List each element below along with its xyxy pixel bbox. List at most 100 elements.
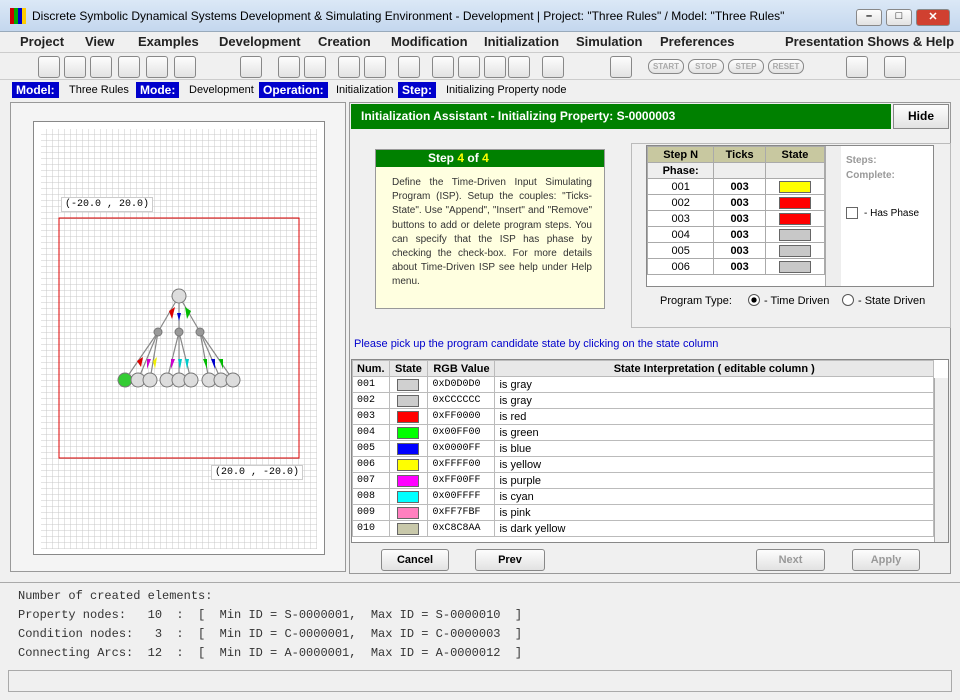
state-row[interactable]: 007 0xFF00FF is purple (352, 472, 934, 489)
grid-canvas (41, 129, 317, 549)
dialog-button[interactable]: Prev (475, 549, 545, 571)
scrollbar (934, 378, 948, 542)
state-row[interactable]: 009 0xFF7FBF is pink (352, 504, 934, 521)
tool-button[interactable] (174, 56, 196, 78)
radio-time[interactable] (748, 294, 760, 306)
dialog-button[interactable]: Cancel (381, 549, 449, 571)
program-row[interactable]: 004 003 (647, 226, 826, 243)
radio-state[interactable] (842, 294, 854, 306)
menu-item[interactable]: Development (219, 34, 301, 49)
state-row[interactable]: 002 0xCCCCCC is gray (352, 392, 934, 409)
menu-item[interactable]: Project (20, 34, 65, 49)
tool-button[interactable] (458, 56, 480, 78)
tool-button[interactable] (90, 56, 112, 78)
state-row[interactable]: 008 0x00FFFF is cyan (352, 488, 934, 505)
num-cell: 007 (352, 472, 390, 489)
menu-item[interactable]: Creation (318, 34, 371, 49)
interpretation-cell: is yellow (494, 456, 934, 473)
tool-button[interactable] (338, 56, 360, 78)
dialog-button[interactable]: Apply (852, 549, 920, 571)
status-value: Three Rules (69, 84, 129, 96)
menu-item[interactable]: View (85, 34, 115, 49)
tool-button[interactable] (304, 56, 326, 78)
state-table-frame: Num. State RGB Value State Interpretation (… (351, 359, 949, 543)
tool-button[interactable] (484, 56, 506, 78)
step-total: 4 (482, 151, 489, 165)
hide-button[interactable]: Hide (893, 104, 949, 129)
column-header: RGB Value (427, 360, 496, 377)
column-header: State (764, 146, 826, 163)
state-row[interactable]: 006 0xFFFF00 is yellow (352, 456, 934, 473)
tool-button[interactable] (240, 56, 262, 78)
program-row[interactable]: 001 003 (647, 178, 826, 195)
swatch-cell (388, 472, 429, 489)
tool-button[interactable] (846, 56, 868, 78)
step-box: Step 4 of 4 Define the Time-Driven Input… (375, 149, 605, 309)
swatch-cell (388, 488, 429, 505)
has-phase-checkbox[interactable] (846, 207, 858, 219)
step-of: of (467, 151, 479, 165)
tool-button[interactable] (610, 56, 632, 78)
menu-item[interactable]: Modification (391, 34, 468, 49)
menu-item[interactable]: Initialization (484, 34, 560, 49)
maximize-button[interactable]: □ (886, 9, 912, 26)
program-row[interactable]: 006 003 (647, 258, 826, 275)
program-row[interactable]: 002 003 (647, 194, 826, 211)
state-swatch (397, 506, 420, 519)
bottom-status (8, 670, 952, 692)
title-bar: Discrete Symbolic Dynamical Systems Deve… (0, 0, 960, 32)
state-swatch (778, 180, 811, 193)
state-row[interactable]: 004 0x00FF00 is green (352, 424, 934, 441)
num-cell: 003 (352, 408, 390, 425)
program-row[interactable]: 005 003 (647, 242, 826, 259)
header-row: Num. State RGB Value State Interpretation (… (352, 360, 934, 377)
state-swatch (778, 244, 811, 257)
menu-item[interactable]: Preferences (660, 34, 735, 49)
state-cell (764, 242, 826, 259)
state-row[interactable]: 003 0xFF0000 is red (352, 408, 934, 425)
program-type-label: Program Type: (660, 295, 732, 307)
tool-button[interactable] (146, 56, 168, 78)
menu-item[interactable]: Simulation (576, 34, 643, 49)
sim-button[interactable]: RESET (768, 59, 804, 74)
interpretation-cell: is dark yellow (494, 520, 934, 537)
column-header: Ticks (713, 146, 766, 163)
status-label: Mode: (136, 82, 180, 98)
interpretation-cell: is pink (494, 504, 934, 521)
minimize-button[interactable]: – (856, 9, 882, 26)
sim-button[interactable]: STOP (688, 59, 724, 74)
close-button[interactable]: ✕ (916, 9, 950, 26)
tool-button[interactable] (884, 56, 906, 78)
sim-button[interactable]: START (648, 59, 684, 74)
tool-button[interactable] (432, 56, 454, 78)
state-row[interactable]: 010 0xC8C8AA is dark yellow (352, 520, 934, 537)
state-swatch (397, 378, 420, 391)
dialog-button[interactable]: Next (756, 549, 825, 571)
menu-item[interactable]: Examples (138, 34, 199, 49)
num-cell: 001 (352, 376, 390, 393)
status-label: Step: (398, 82, 436, 98)
assistant-title: Initialization Assistant - Initializing … (351, 104, 891, 129)
interpretation-cell: is red (494, 408, 934, 425)
sim-button[interactable]: STEP (728, 59, 764, 74)
tool-button[interactable] (398, 56, 420, 78)
tool-button[interactable] (278, 56, 300, 78)
tool-button[interactable] (38, 56, 60, 78)
state-cell (764, 194, 826, 211)
state-row[interactable]: 005 0x0000FF is blue (352, 440, 934, 457)
step-cell: 005 (647, 242, 715, 259)
swatch-cell (388, 392, 429, 409)
program-row[interactable]: 003 003 (647, 210, 826, 227)
step-cell: 004 (647, 226, 715, 243)
num-cell: 010 (352, 520, 390, 537)
tool-button[interactable] (542, 56, 564, 78)
phase-cell (764, 162, 826, 179)
tool-button[interactable] (508, 56, 530, 78)
tool-button[interactable] (118, 56, 140, 78)
menu-item[interactable]: Presentation Shows & Help (785, 34, 955, 49)
state-table: Num. State RGB Value State Interpretation (… (352, 360, 934, 537)
tool-button[interactable] (64, 56, 86, 78)
tool-button[interactable] (364, 56, 386, 78)
column-header: State (388, 360, 429, 377)
state-row[interactable]: 001 0xD0D0D0 is gray (352, 376, 934, 393)
